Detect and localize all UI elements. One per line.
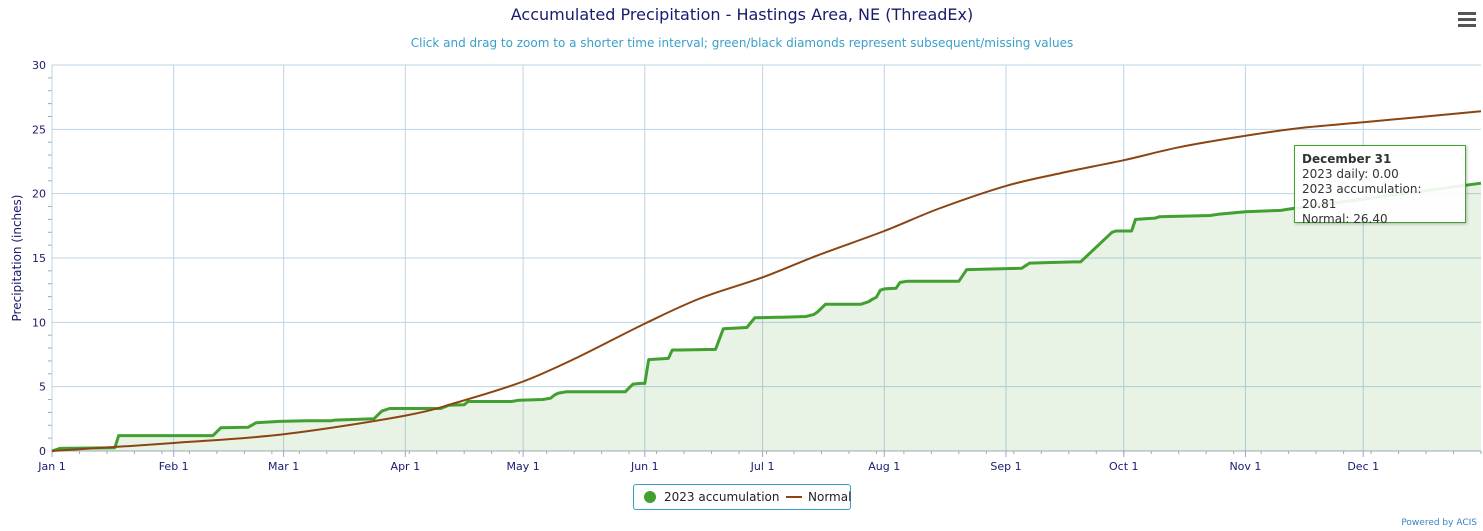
y-tick-label: 30 [32,59,46,72]
y-tick-label: 25 [32,123,46,136]
x-tick-label: Feb 1 [159,460,189,473]
legend-item-2023[interactable]: 2023 accumulation [644,490,779,504]
legend-marker-2023 [644,491,656,503]
legend-label-normal: Normal [808,490,852,504]
tooltip-daily: 2023 daily: 0.00 [1302,167,1399,181]
y-tick-labels: 0 5 10 15 20 25 30 [32,59,46,458]
x-tick-label: May 1 [506,460,539,473]
tooltip-date: December 31 [1302,152,1392,166]
x-tick-label: Sep 1 [990,460,1021,473]
tooltip-normal: Normal: 26.40 [1302,212,1388,226]
chart-subtitle: Click and drag to zoom to a shorter time… [411,36,1073,50]
x-tick-label: Mar 1 [268,460,299,473]
legend-marker-normal [786,496,802,498]
y-tick-label: 15 [32,252,46,265]
chart-tooltip: December 31 2023 daily: 0.00 2023 accumu… [1294,145,1466,226]
x-tick-label: Jan 1 [37,460,65,473]
series-normal-line [51,110,1482,452]
chart-menu-icon[interactable] [1456,10,1478,30]
grid [48,64,1482,457]
x-tick-label: Aug 1 [868,460,900,473]
accumulation-area [52,183,1481,451]
y-tick-label: 10 [32,316,46,329]
y-tick-label: 20 [32,188,46,201]
x-tick-labels: Jan 1 Feb 1 Mar 1 Apr 1 May 1 Jun 1 Jul 1 Aug 1… [37,460,1379,473]
x-tick-label: Jun 1 [630,460,659,473]
y-axis-label: Precipitation (inches) [10,195,24,322]
x-tick-label: Dec 1 [1347,460,1379,473]
legend-label-2023: 2023 accumulation [664,490,780,504]
x-tick-label: Jul 1 [750,460,775,473]
series-layer[interactable] [51,110,1482,453]
y-tick-label: 5 [39,381,46,394]
x-tick-label: Nov 1 [1229,460,1261,473]
chart-title: Accumulated Precipitation - Hastings Are… [511,5,973,24]
y-tick-label: 0 [39,445,46,458]
tooltip-accumulation: 2023 accumulation: 20.81 [1302,182,1422,211]
x-tick-label: Apr 1 [391,460,421,473]
legend-item-normal[interactable]: Normal [786,490,851,504]
credit-link[interactable]: Powered by ACIS [1401,518,1477,528]
legend: 2023 accumulation Normal [633,484,851,510]
x-tick-label: Oct 1 [1109,460,1139,473]
series-2023-accumulation-line [51,181,1482,453]
